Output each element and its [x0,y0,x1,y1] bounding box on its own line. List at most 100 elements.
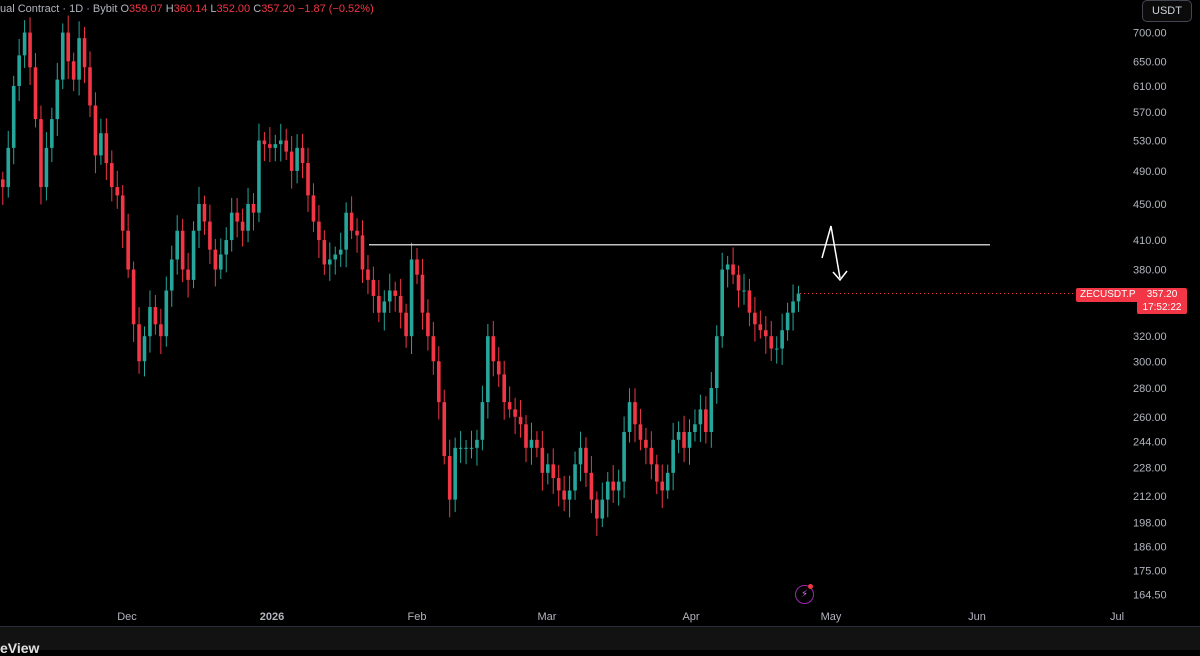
candle-body [6,147,11,188]
x-tick-label: May [821,611,842,623]
change-value: −1.87 (−0.52%) [297,3,374,15]
y-tick-label: 380.00 [1133,265,1167,277]
candle-body [578,447,583,465]
candle-body [758,324,763,331]
candle-body [213,249,218,270]
candle-body [148,307,152,337]
candle-body [682,431,686,448]
candle-body [197,203,201,231]
time-axis[interactable]: Dec 2026 Feb Mar Apr May Jun Jul [117,611,1124,623]
candle-body [513,409,517,417]
lightning-icon[interactable]: ⚡ [795,585,814,604]
candle-body [142,336,147,362]
candle-body [273,144,278,148]
candle-body [229,212,234,241]
last-price-tag: 357.20 17:52:22 [1137,288,1187,314]
candle-body [33,67,38,120]
candle-body [785,312,790,331]
high-label: H [165,3,174,15]
candle-body [349,212,354,231]
candle-body [387,290,392,302]
y-tick-label: 198.00 [1133,517,1167,529]
candle-body [393,290,397,296]
currency-button[interactable]: USDT [1142,0,1192,22]
y-tick-label: 244.00 [1133,436,1167,448]
candle-body [377,295,381,313]
candle-body [88,67,92,106]
candle-body [131,269,136,325]
candle-body [71,61,76,80]
candle-body [714,336,719,389]
candle-body [93,105,98,156]
price-chart[interactable]: 700.00 650.00 610.00 570.00 530.00 490.00 450.… [0,0,1200,626]
candle-body [720,269,724,337]
y-tick-label: 610.00 [1133,81,1167,93]
low-label: L [210,3,217,15]
candle-body [437,361,441,403]
candle-body [518,416,523,425]
candle-body [660,481,665,491]
y-tick-label: 212.00 [1133,491,1167,503]
candle-body [627,402,632,432]
candle-body [736,274,741,291]
candle-body [355,230,359,236]
last-price-value: 357.20 [1146,289,1178,300]
candle-body [600,499,605,519]
candle-body [295,147,299,171]
open-value: 359.07 [129,3,163,15]
candle-body [567,490,572,500]
price-axis[interactable]: 700.00 650.00 610.00 570.00 530.00 490.00 450.… [1133,28,1167,602]
candle-body [208,221,212,250]
candle-body [616,481,621,491]
low-value: 352.00 [216,3,251,15]
candle-body [649,447,654,465]
y-tick-label: 570.00 [1133,107,1167,119]
candle-body [589,472,594,500]
candle-body [551,464,556,479]
symbol-tag: ZECUSDT.P [1076,288,1140,302]
y-tick-label: 650.00 [1133,56,1167,68]
notification-dot [808,584,813,589]
candle-body [240,221,245,231]
candle-body [289,151,294,171]
x-tick-label: Feb [408,611,427,623]
candle-body [611,481,615,491]
high-value: 360.14 [173,3,208,15]
candle-body [317,221,321,241]
candle-body [753,312,757,325]
candle-body [725,264,730,270]
candle-body [698,409,703,425]
candle-body [344,212,348,250]
candle-body [371,279,376,296]
candle-body [366,269,370,280]
ohlc-legend: ual Contract · 1D · Bybit O359.07 H360.1… [0,3,374,15]
candle-body [704,409,708,432]
y-tick-label: 320.00 [1133,331,1167,343]
candle-body [300,147,305,164]
candle-body [486,336,490,403]
candle-body [278,140,283,145]
candle-body [333,254,338,260]
x-tick-label: Apr [682,611,699,623]
candle-body [676,431,681,440]
candle-body [251,203,256,213]
candle-body [22,32,27,56]
y-tick-label: 450.00 [1133,199,1167,211]
candle-body [257,140,261,213]
x-tick-label: Jun [968,611,986,623]
candle-body [791,301,795,313]
candle-body [464,447,468,449]
candle-body [77,38,81,80]
y-tick-label: 280.00 [1133,383,1167,395]
candle-body [115,187,120,196]
candle-body [556,478,561,491]
candle-body [104,133,109,164]
candle-body [780,330,784,349]
candle-body [764,330,768,337]
x-tick-label: Jul [1110,611,1124,623]
candle-body [693,424,697,432]
candle-body [55,79,60,120]
candle-body [202,203,207,222]
candle-body [11,85,16,148]
candle-body [398,295,403,313]
